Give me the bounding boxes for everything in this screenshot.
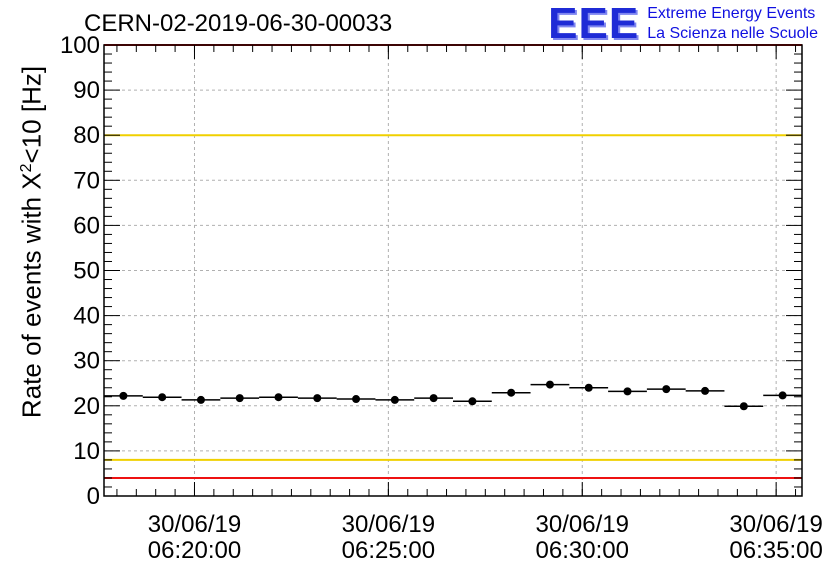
tick-labels: 010203040506070809010030/06/1906:20:0030… [60, 32, 823, 564]
run-title: CERN-02-2019-06-30-00033 [84, 10, 393, 37]
brand-line-2: La Scienza nelle Scuole [647, 25, 818, 42]
grid-layer [104, 45, 802, 496]
y-tick-label: 30 [73, 348, 100, 375]
data-point [507, 388, 516, 397]
y-tick-label: 50 [73, 258, 100, 285]
brand-line-1: Extreme Energy Events [647, 5, 816, 22]
data-layer [104, 380, 802, 411]
y-tick-label: 0 [87, 483, 100, 510]
y-axis-title-sup: 2 [17, 163, 35, 173]
data-point [429, 394, 438, 403]
data-point [352, 395, 361, 404]
y-tick-label: 80 [73, 122, 100, 149]
x-tick-time-label: 06:20:00 [148, 537, 241, 564]
tick-layer [104, 44, 802, 497]
data-point [158, 393, 167, 402]
y-tick-label: 100 [60, 32, 100, 59]
data-point [701, 386, 710, 395]
y-axis-title-prefix: Rate of events with X [16, 172, 47, 419]
y-tick-label: 60 [73, 212, 100, 239]
x-tick-time-label: 06:35:00 [729, 537, 822, 564]
data-point [235, 394, 244, 403]
y-tick-label: 20 [73, 393, 100, 420]
x-tick-date-label: 30/06/19 [342, 511, 435, 538]
x-tick-time-label: 06:25:00 [342, 537, 435, 564]
x-tick-date-label: 30/06/19 [148, 511, 241, 538]
data-point [662, 385, 671, 394]
y-tick-label: 90 [73, 77, 100, 104]
data-point [468, 397, 477, 406]
data-point [623, 387, 632, 396]
reference-lines [104, 44, 802, 479]
y-tick-label: 10 [73, 438, 100, 465]
y-axis-title-suffix: <10 [Hz] [16, 65, 47, 164]
brand-text: Extreme Energy Events La Scienza nelle S… [647, 4, 818, 44]
x-tick-date-label: 30/06/19 [729, 511, 822, 538]
eee-logo: EEE [548, 0, 640, 48]
data-point [584, 383, 593, 392]
data-point [313, 394, 322, 403]
data-point [196, 395, 205, 404]
data-point [390, 395, 399, 404]
data-point [778, 391, 787, 400]
x-tick-date-label: 30/06/19 [536, 511, 629, 538]
x-tick-time-label: 06:30:00 [536, 537, 629, 564]
y-tick-label: 40 [73, 303, 100, 330]
data-point [274, 393, 283, 402]
data-point [119, 391, 128, 400]
data-point [739, 402, 748, 411]
y-axis-title: Rate of events with X2<10 [Hz] [17, 66, 48, 418]
data-point [545, 380, 554, 389]
eee-brand: EEE Extreme Energy Events La Scienza nel… [548, 2, 818, 46]
y-tick-label: 70 [73, 167, 100, 194]
